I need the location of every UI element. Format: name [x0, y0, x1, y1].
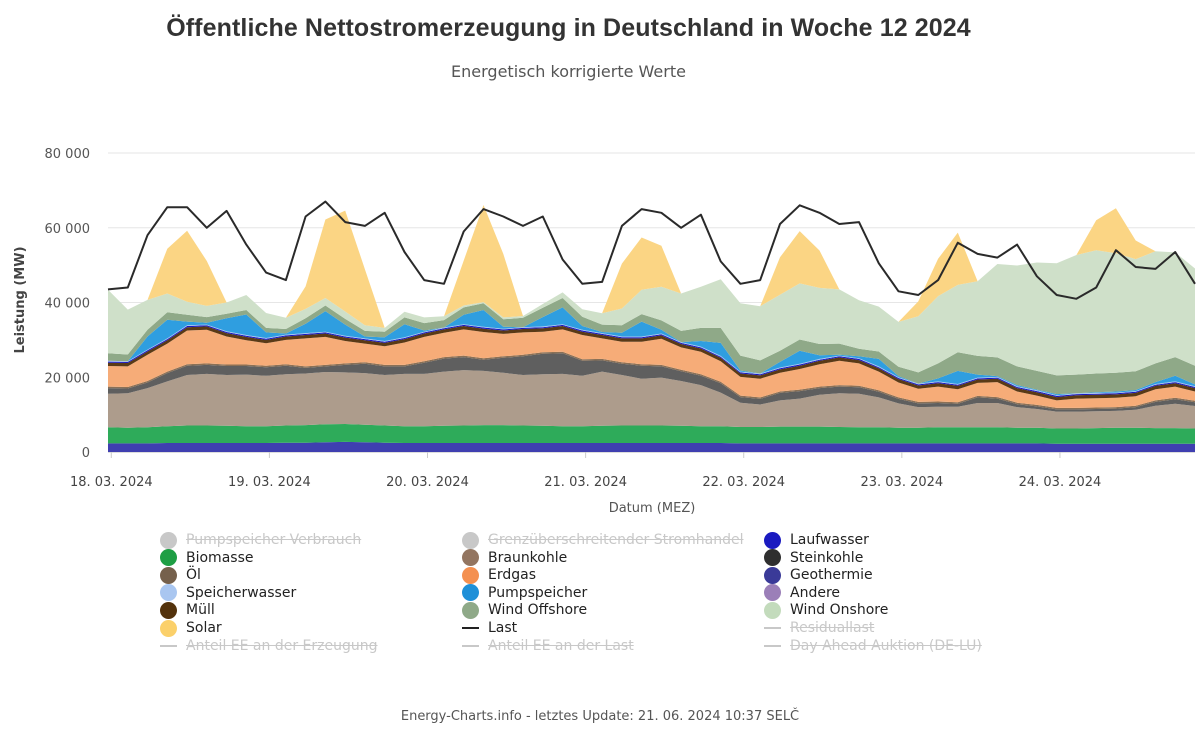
legend-dot-symbol [160, 531, 177, 549]
legend-label: Solar [186, 620, 222, 636]
y-tick-label: 80 000 [45, 147, 91, 162]
legend-dot-symbol [160, 619, 177, 637]
legend-dot-symbol [462, 549, 479, 567]
series-area-wind-onshore [108, 250, 1195, 376]
legend-label: Müll [186, 602, 215, 619]
legend-label: Biomasse [186, 549, 254, 566]
legend-dot-symbol [160, 601, 177, 619]
series-area-solar [108, 205, 1195, 328]
x-axis-label: Datum (MEZ) [609, 501, 696, 516]
x-tick-label: 21. 03. 2024 [544, 475, 627, 490]
x-tick-label: 23. 03. 2024 [860, 475, 943, 490]
legend-label: Braunkohle [488, 549, 568, 566]
legend-label: Geothermie [790, 567, 873, 584]
legend-item[interactable]: Pumpspeicher Verbrauch [160, 531, 361, 549]
legend-dot-symbol [160, 549, 177, 567]
y-tick-label: 60 000 [45, 222, 91, 237]
legend-item[interactable]: Anteil EE an der Erzeugung [160, 637, 378, 655]
legend-item[interactable]: Müll [160, 601, 215, 619]
legend-item[interactable]: Steinkohle [764, 549, 863, 567]
legend-label: Pumpspeicher Verbrauch [186, 532, 362, 548]
legend-label: Speicherwasser [186, 584, 297, 601]
legend-dot-symbol [764, 601, 781, 619]
legend-dot-symbol [764, 584, 781, 602]
legend-dot-symbol [462, 601, 479, 619]
legend-item[interactable]: Day Ahead Auktion (DE-LU) [764, 637, 982, 655]
legend-dot-symbol [764, 531, 781, 549]
legend-label: Öl [186, 567, 201, 584]
legend-dot-symbol [462, 584, 479, 602]
legend-item[interactable]: Erdgas [462, 566, 536, 584]
legend-label: Grenzüberschreitender Stromhandel [488, 532, 744, 548]
chart-title: Öffentliche Nettostromerzeugung in Deuts… [166, 14, 971, 42]
legend-label: Residuallast [790, 620, 875, 636]
legend-item[interactable]: Residuallast [764, 619, 874, 637]
y-axis-label: Leistung (MW) [13, 246, 28, 353]
legend-item[interactable]: Andere [764, 584, 840, 602]
legend-dot-symbol [160, 566, 177, 584]
legend-label: Anteil EE an der Erzeugung [186, 637, 378, 654]
legend-item[interactable]: Laufwasser [764, 531, 869, 549]
legend-line-symbol [160, 644, 177, 647]
legend-label: Anteil EE an der Last [488, 637, 634, 654]
x-tick-label: 18. 03. 2024 [70, 475, 153, 490]
y-tick-label: 40 000 [45, 297, 91, 312]
legend-item[interactable]: Wind Offshore [462, 601, 587, 619]
legend-item[interactable]: Speicherwasser [160, 584, 296, 602]
series-area-erdgas [108, 329, 1195, 408]
series-area-geothermie [108, 441, 1195, 452]
legend-item[interactable]: Grenzüberschreitender Stromhandel [462, 531, 744, 549]
legend-item[interactable]: Last [462, 619, 517, 637]
series-line-last [107, 200, 1196, 300]
legend-dot-symbol [462, 531, 479, 549]
chart-subtitle: Energetisch korrigierte Werte [451, 62, 686, 81]
legend-item[interactable]: Anteil EE an der Last [462, 637, 634, 655]
legend-label: Steinkohle [790, 549, 864, 566]
x-tick-label: 20. 03. 2024 [386, 475, 469, 490]
legend-item[interactable]: Solar [160, 619, 222, 637]
legend-item[interactable]: Öl [160, 566, 201, 584]
legend-item[interactable]: Biomasse [160, 549, 253, 567]
legend-label: Laufwasser [790, 532, 869, 548]
legend-item[interactable]: Braunkohle [462, 549, 567, 567]
legend-line-symbol [462, 627, 479, 629]
series-area-müll [108, 326, 1195, 401]
y-tick-label: 20 000 [45, 371, 91, 386]
legend-label: Wind Offshore [488, 602, 588, 619]
legend-label: Day Ahead Auktion (DE-LU) [790, 637, 982, 654]
series-area-wind-offshore [108, 298, 1195, 395]
legend-label: Erdgas [488, 567, 537, 584]
legend-item[interactable]: Wind Onshore [764, 601, 888, 619]
legend-line-symbol [764, 627, 781, 629]
x-tick-label: 22. 03. 2024 [702, 475, 785, 490]
legend-line-symbol [462, 644, 479, 647]
series-area-braunkohle [108, 370, 1195, 429]
legend-dot-symbol [764, 566, 781, 584]
series-area-steinkohle [108, 353, 1195, 412]
footer-credit: Energy-Charts.info - letztes Update: 21.… [400, 709, 800, 724]
stacked-areas [108, 205, 1195, 452]
series-area-biomasse [108, 424, 1195, 444]
legend-item[interactable]: Pumpspeicher [462, 584, 587, 602]
legend-dot-symbol [462, 566, 479, 584]
x-axis-ticks: 18. 03. 2024 19. 03. 2024 20. 03. 2024 21. … [70, 452, 1101, 490]
legend-label: Last [488, 620, 518, 636]
legend-dot-symbol [160, 584, 177, 602]
legend-dot-symbol [764, 549, 781, 567]
y-axis-ticks: 0 20 000 40 000 60 000 80 000 [45, 147, 91, 461]
legend-label: Wind Onshore [790, 602, 889, 619]
line-series [107, 200, 1196, 300]
legend-item[interactable]: Geothermie [764, 566, 873, 584]
x-tick-label: 19. 03. 2024 [228, 475, 311, 490]
x-tick-label: 24. 03. 2024 [1019, 475, 1102, 490]
legend-label: Pumpspeicher [488, 584, 588, 601]
y-tick-label: 0 [82, 446, 90, 461]
legend-line-symbol [764, 644, 781, 647]
legend-label: Andere [790, 584, 841, 601]
